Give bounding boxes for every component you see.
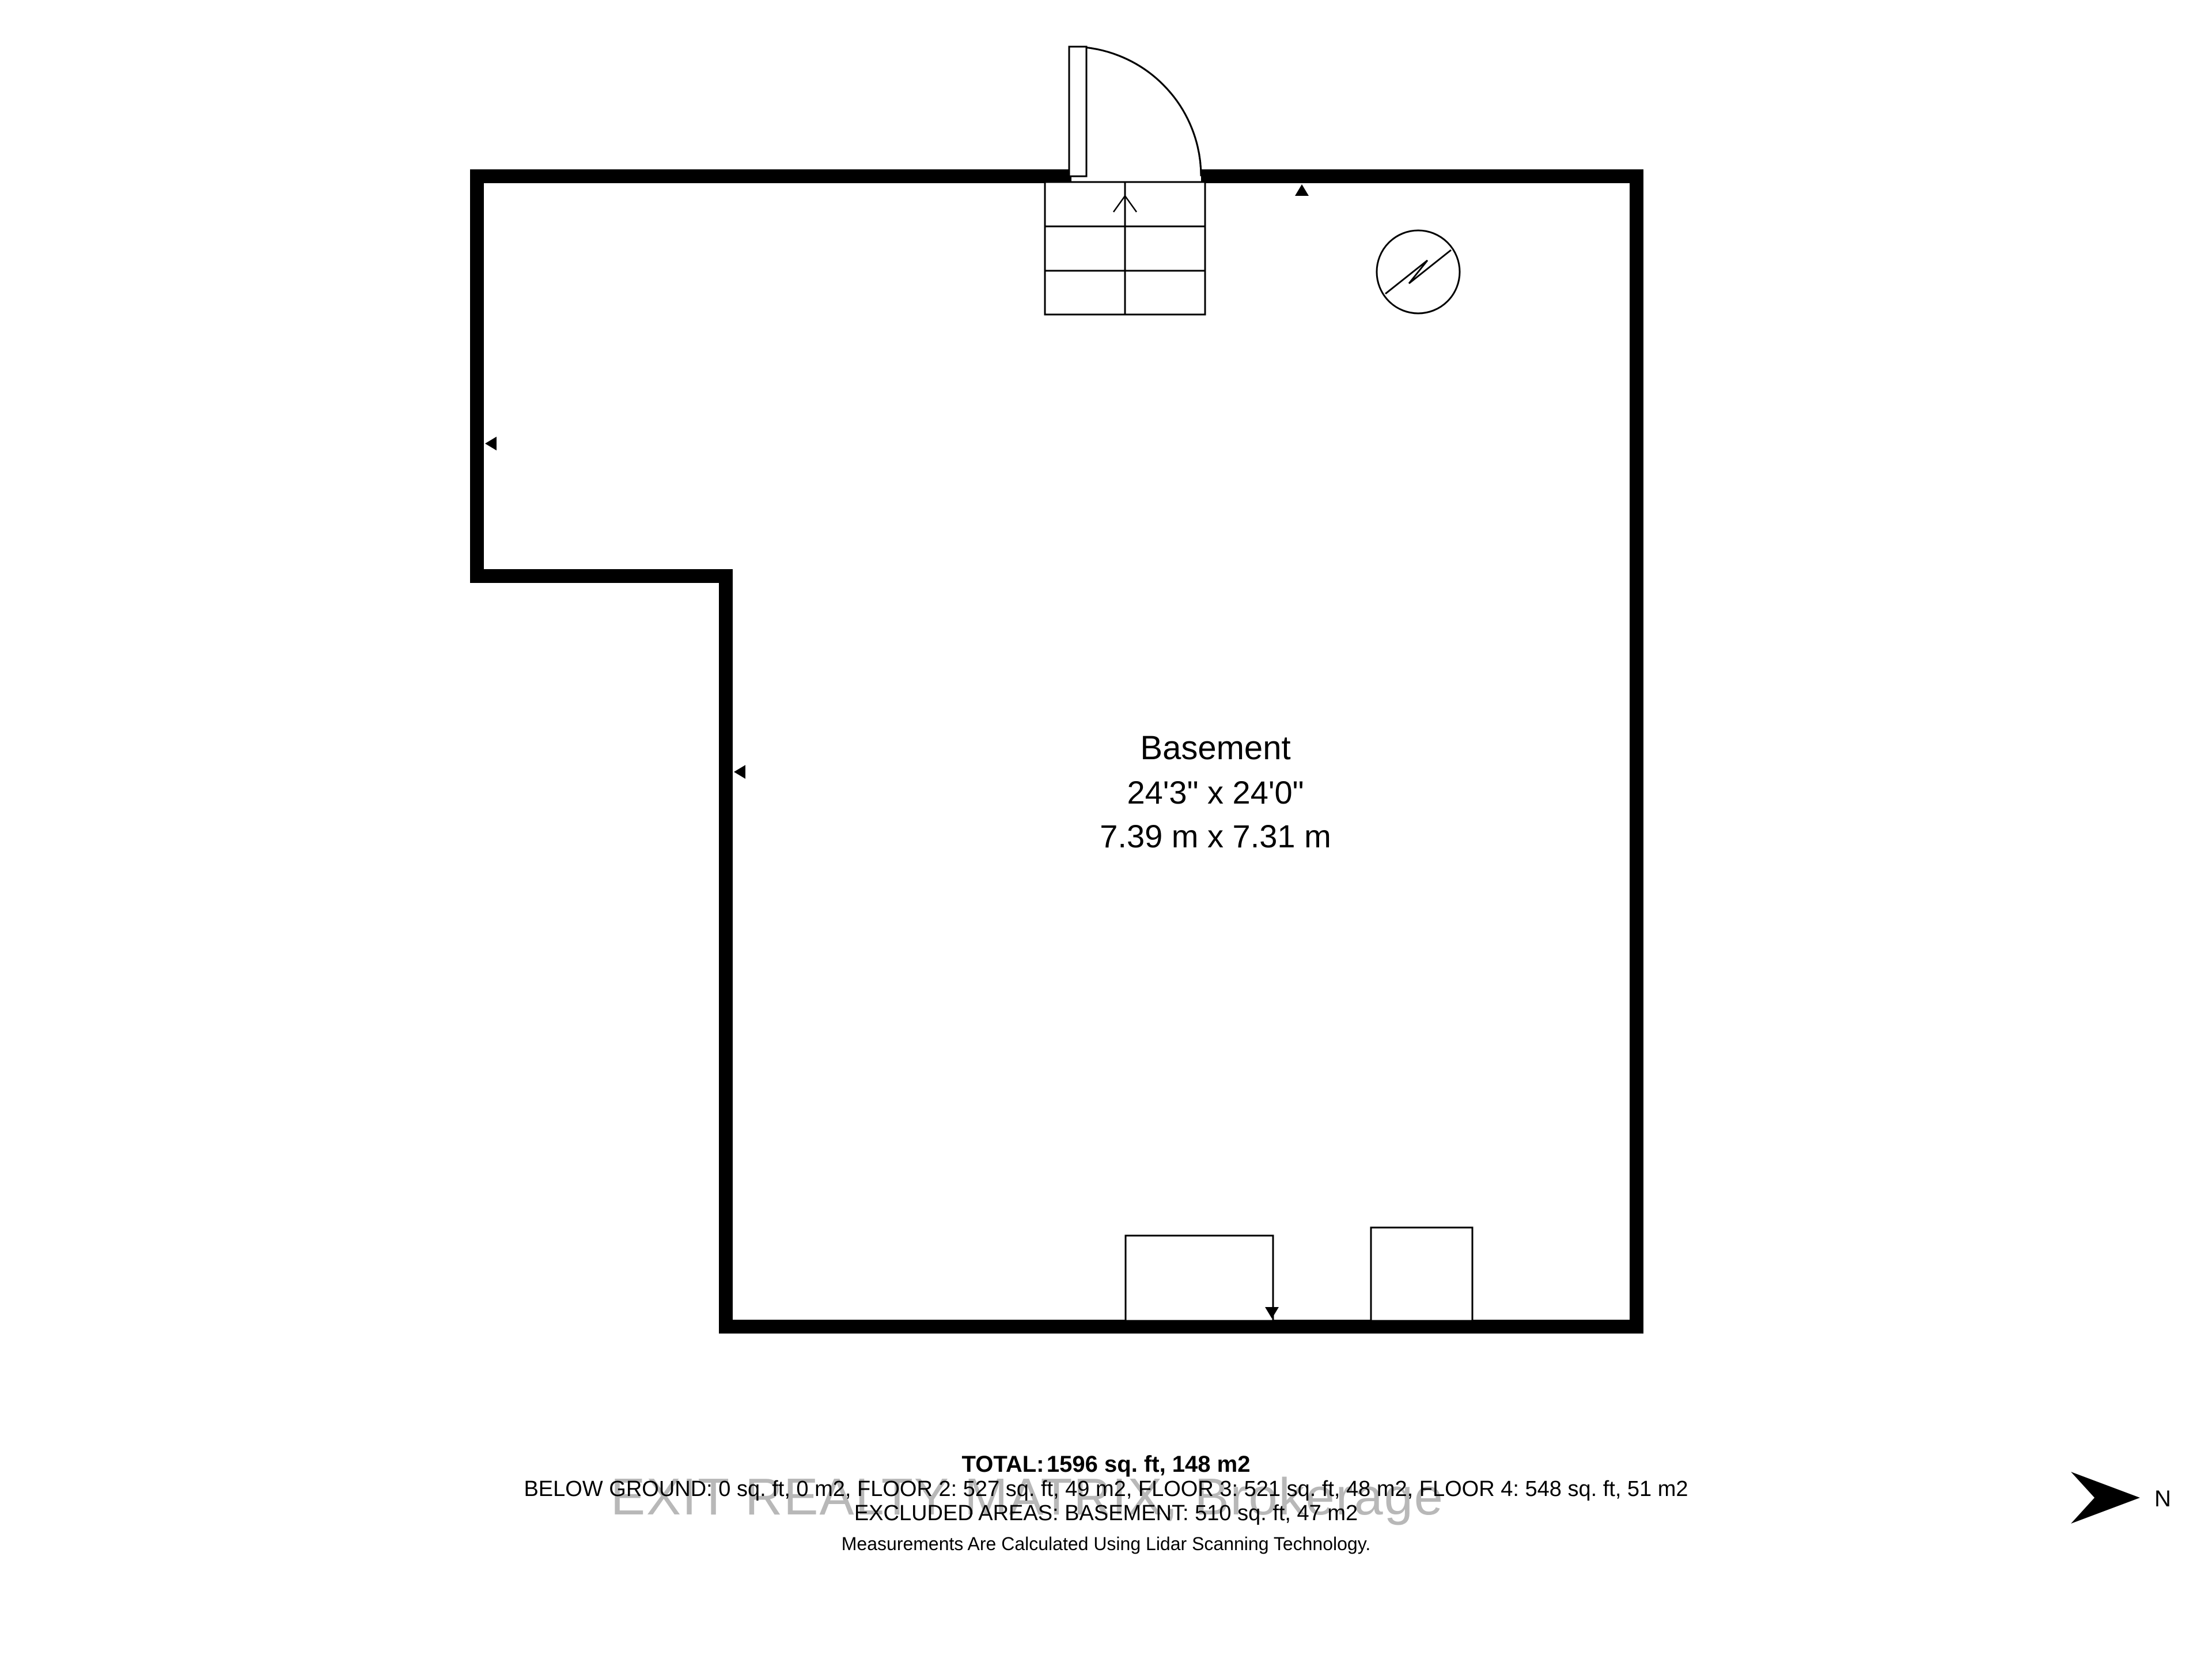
footer-tech-text: Measurements Are Calculated Using Lidar … <box>842 1533 1370 1554</box>
wall-tick <box>734 765 745 779</box>
compass-label: N <box>2154 1486 2171 1512</box>
footer-tech: Measurements Are Calculated Using Lidar … <box>0 1533 2212 1555</box>
footer-line3-text: EXCLUDED AREAS: BASEMENT: 510 sq. ft, 47… <box>854 1501 1358 1525</box>
room-label: Basement 24'3" x 24'0" 7.39 m x 7.31 m <box>1031 726 1400 858</box>
appliance-2 <box>1371 1228 1472 1321</box>
room-name: Basement <box>1031 726 1400 771</box>
footer-total-label: TOTAL: <box>962 1452 1044 1477</box>
detector-icon <box>1377 230 1460 313</box>
wall-tick <box>1295 184 1309 196</box>
footer-line3: EXCLUDED AREAS: BASEMENT: 510 sq. ft, 47… <box>0 1501 2212 1526</box>
wall-tick <box>485 437 497 450</box>
door-symbol <box>1069 47 1201 176</box>
footer-line2: BELOW GROUND: 0 sq. ft, 0 m2, FLOOR 2: 5… <box>0 1477 2212 1502</box>
appliance-1 <box>1126 1236 1273 1321</box>
footer-line2-text: BELOW GROUND: 0 sq. ft, 0 m2, FLOOR 2: 5… <box>524 1477 1688 1501</box>
room-dim-imperial: 24'3" x 24'0" <box>1031 771 1400 815</box>
footer-block: TOTAL: 1596 sq. ft, 148 m2 <box>0 1452 2212 1478</box>
stairs-symbol <box>1045 182 1205 315</box>
footer-total-value: 1596 sq. ft, 148 m2 <box>1047 1452 1251 1477</box>
room-dim-metric: 7.39 m x 7.31 m <box>1031 815 1400 858</box>
floorplan-canvas: Basement 24'3" x 24'0" 7.39 m x 7.31 m E… <box>0 0 2212 1659</box>
